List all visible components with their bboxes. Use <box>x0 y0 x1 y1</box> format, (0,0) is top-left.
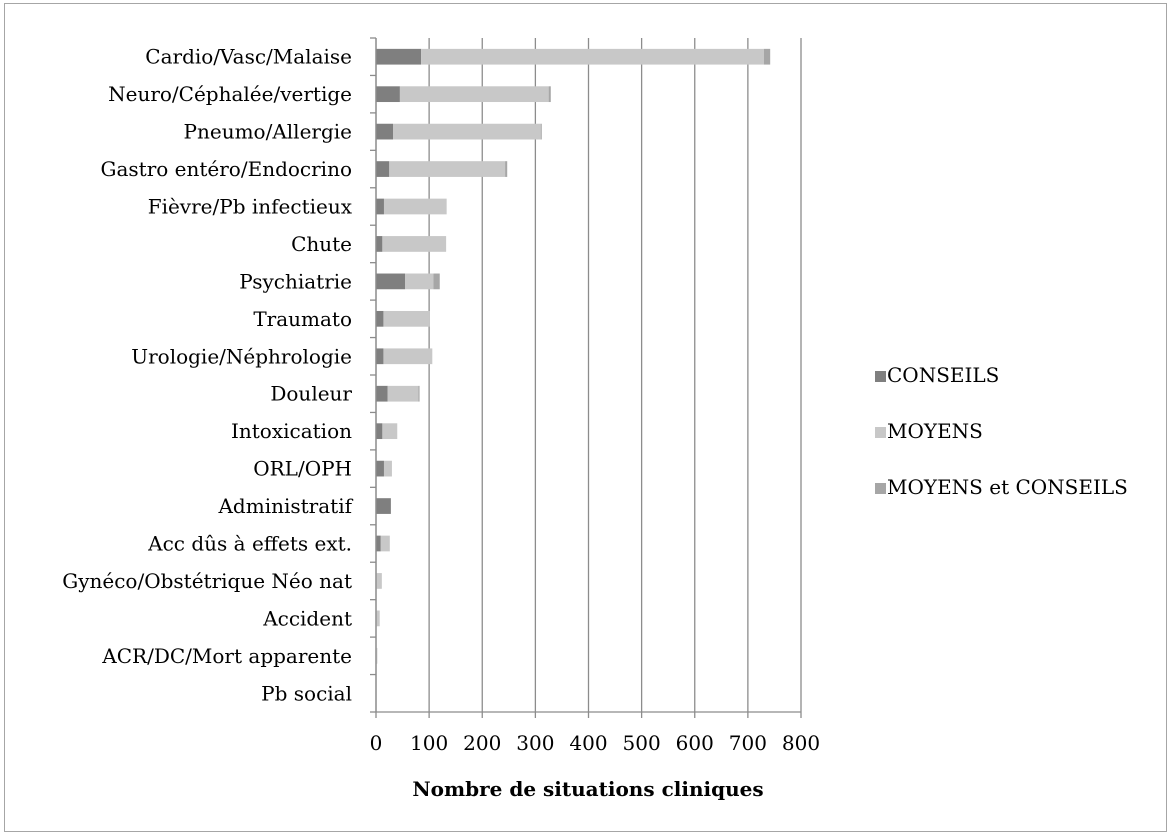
legend-label: CONSEILS <box>887 363 999 387</box>
bar-conseils <box>376 423 383 440</box>
bar-conseils <box>376 460 384 477</box>
bar-moyens-et-conseils <box>763 48 771 65</box>
bar-conseils <box>376 48 422 65</box>
bar-moyens <box>383 460 392 477</box>
x-tick-label: 300 <box>516 731 554 755</box>
bar-conseils <box>376 310 384 327</box>
x-tick-label: 600 <box>676 731 714 755</box>
bar-conseils <box>376 498 391 514</box>
category-label: Accident <box>262 606 352 630</box>
category-label: Neuro/Céphalée/vertige <box>108 82 352 106</box>
x-tick-label: 500 <box>623 731 661 755</box>
x-tick-label: 100 <box>410 731 448 755</box>
bar-moyens-et-conseils <box>418 385 420 402</box>
legend: CONSEILS MOYENS MOYENS et CONSEILS <box>875 363 1128 499</box>
category-label: Fièvre/Pb infectieux <box>148 195 353 219</box>
category-label: ORL/OPH <box>253 457 352 481</box>
bar-moyens-et-conseils <box>505 161 508 177</box>
chart-frame: 0 100 200 300 400 500 600 700 800 Cardio/Vasc/Mal… <box>4 3 1167 832</box>
grid-layer <box>375 38 802 718</box>
bar-moyens <box>380 535 390 552</box>
bar-moyens <box>389 161 506 177</box>
chart-svg: 0 100 200 300 400 500 600 700 800 Cardio/Vasc/Mal… <box>62 37 1128 801</box>
bar-moyens <box>405 273 434 290</box>
bar-moyens-et-conseils <box>433 273 440 290</box>
bar-conseils <box>376 198 384 215</box>
legend-label: MOYENS <box>887 419 983 443</box>
x-tick-label: 200 <box>463 731 501 755</box>
bar-conseils <box>376 385 388 402</box>
bar-conseils <box>376 161 390 177</box>
category-label: Douleur <box>270 382 352 406</box>
category-label: Pb social <box>261 681 352 705</box>
x-tick-label: 400 <box>569 731 607 755</box>
legend-label: MOYENS et CONSEILS <box>887 475 1128 499</box>
category-label: ACR/DC/Mort apparente <box>101 644 352 668</box>
category-label: Urologie/Néphrologie <box>131 344 352 368</box>
category-label: Pneumo/Allergie <box>184 120 352 144</box>
legend-swatch <box>875 483 886 494</box>
bar-moyens <box>383 348 433 365</box>
category-label: Psychiatrie <box>239 269 352 293</box>
category-label: Gynéco/Obstétrique Néo nat <box>62 569 352 593</box>
x-tick-label: 800 <box>782 731 820 755</box>
bar-moyens <box>382 236 447 252</box>
bar-moyens-et-conseils <box>548 86 551 103</box>
bar-moyens <box>387 385 419 402</box>
bar-conseils <box>376 535 381 552</box>
category-label: Cardio/Vasc/Malaise <box>145 45 352 69</box>
bar-conseils <box>376 348 384 365</box>
category-label: Intoxication <box>231 419 352 443</box>
bar-moyens <box>376 610 380 627</box>
category-label: Acc dûs à effets ext. <box>147 532 352 556</box>
bar-moyens-et-conseils <box>540 123 542 140</box>
category-label: Traumato <box>253 307 352 331</box>
legend-swatch <box>875 371 886 382</box>
bar-moyens <box>393 123 541 140</box>
x-tick-label: 0 <box>370 731 383 755</box>
category-label: Chute <box>291 232 352 256</box>
category-label: Gastro entéro/Endocrino <box>101 157 353 181</box>
bar-layer <box>376 48 771 664</box>
x-axis-title: Nombre de situations cliniques <box>412 777 763 801</box>
bar-moyens <box>376 647 378 664</box>
bar-conseils <box>376 123 393 140</box>
label-layer: 0 100 200 300 400 500 600 700 800 Cardio/Vasc/Mal… <box>62 45 820 755</box>
x-tick-label: 700 <box>729 731 767 755</box>
bar-conseils <box>376 273 406 290</box>
bar-moyens <box>383 310 430 327</box>
bar-moyens <box>376 573 382 589</box>
category-label: Administratif <box>217 494 353 518</box>
axis-layer <box>370 37 801 713</box>
bar-moyens <box>399 86 549 103</box>
bar-moyens <box>382 423 398 440</box>
bar-conseils <box>376 236 383 252</box>
bar-moyens <box>421 48 764 65</box>
bar-conseils <box>376 86 400 103</box>
legend-swatch <box>875 427 886 438</box>
bar-moyens <box>383 198 447 215</box>
